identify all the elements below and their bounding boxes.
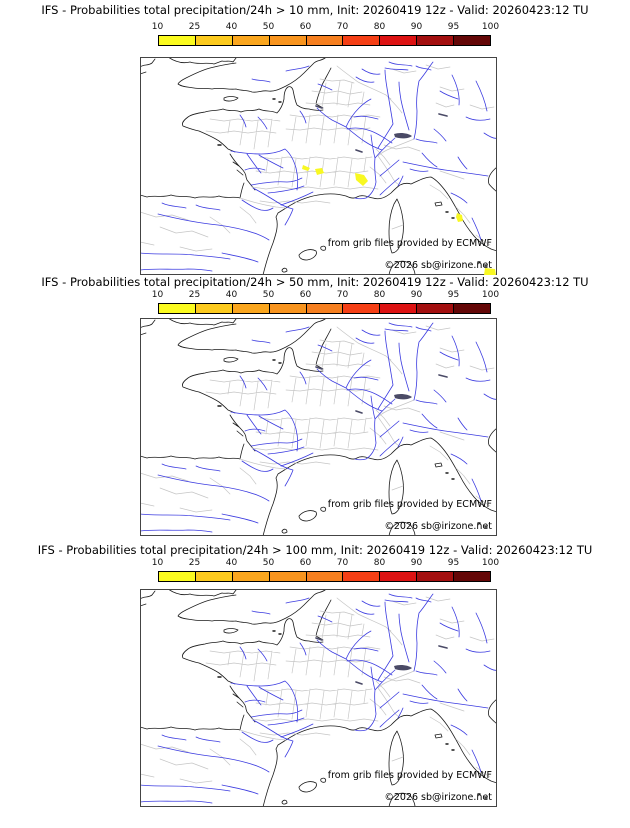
colorbar-segment-40-50 — [232, 572, 270, 581]
colorbar-segment-60-70 — [306, 304, 344, 313]
copyright-attribution: ©2026 sb@irizone.net — [384, 260, 492, 271]
colorbar-segment-80-90 — [380, 36, 418, 45]
colorbar-segment-90-95 — [417, 304, 455, 313]
colorbar-segment-10-25 — [159, 304, 196, 313]
colorbar-tick-70: 70 — [336, 290, 349, 300]
colorbar-tick-80: 80 — [373, 558, 386, 568]
colorbar-segment-95-100 — [454, 36, 491, 45]
panel-1-title: IFS - Probabilities total precipitation/… — [41, 3, 589, 17]
colorbar-segment-90-95 — [417, 36, 455, 45]
colorbar-segment-40-50 — [232, 304, 270, 313]
colorbar-tick-50: 50 — [262, 558, 275, 568]
colorbar-tick-90: 90 — [410, 290, 423, 300]
colorbar-segment-70-80 — [343, 304, 381, 313]
copyright-attribution: ©2026 sb@irizone.net — [384, 521, 492, 532]
colorbar-tick-60: 60 — [299, 22, 312, 32]
panel-2-map: from grib files provided by ECMWF ©2026 … — [140, 318, 497, 536]
colorbar-tick-40: 40 — [225, 22, 238, 32]
panel-3-map: from grib files provided by ECMWF ©2026 … — [140, 589, 497, 807]
colorbar-segment-25-40 — [195, 36, 233, 45]
colorbar-tick-100: 100 — [481, 22, 500, 32]
ecmwf-attribution: from grib files provided by ECMWF — [328, 238, 492, 249]
colorbar-segment-70-80 — [343, 36, 381, 45]
colorbar-segment-70-80 — [343, 572, 381, 581]
colorbar-tick-95: 95 — [447, 558, 460, 568]
probability-patches-10mm — [302, 165, 496, 275]
colorbar-tick-100: 100 — [481, 290, 500, 300]
panel-3-colorbar-ticks: 10 25 40 50 60 70 80 90 95 100 — [139, 557, 509, 569]
colorbar-segment-50-60 — [269, 572, 307, 581]
ecmwf-attribution: from grib files provided by ECMWF — [328, 499, 492, 510]
colorbar-tick-50: 50 — [262, 22, 275, 32]
panel-2-title: IFS - Probabilities total precipitation/… — [41, 275, 589, 289]
colorbar-segment-95-100 — [454, 304, 491, 313]
colorbar-tick-40: 40 — [225, 558, 238, 568]
colorbar-tick-40: 40 — [225, 290, 238, 300]
colorbar-tick-50: 50 — [262, 290, 275, 300]
colorbar-segment-60-70 — [306, 36, 344, 45]
colorbar-segment-10-25 — [159, 572, 196, 581]
colorbar-tick-60: 60 — [299, 290, 312, 300]
colorbar-segment-50-60 — [269, 36, 307, 45]
panel-1-colorbar-ticks: 10 25 40 50 60 70 80 90 95 100 — [139, 21, 509, 33]
panel-2-colorbar-ticks: 10 25 40 50 60 70 80 90 95 100 — [139, 289, 509, 301]
colorbar-tick-70: 70 — [336, 22, 349, 32]
colorbar-segment-95-100 — [454, 572, 491, 581]
colorbar-tick-10: 10 — [151, 290, 164, 300]
panel-1-map: from grib files provided by ECMWF ©2026 … — [140, 57, 497, 275]
colorbar-segment-50-60 — [269, 304, 307, 313]
colorbar-tick-10: 10 — [151, 22, 164, 32]
colorbar-segment-40-50 — [232, 36, 270, 45]
colorbar-segment-80-90 — [380, 304, 418, 313]
colorbar-tick-100: 100 — [481, 558, 500, 568]
ecmwf-attribution: from grib files provided by ECMWF — [328, 770, 492, 781]
panel-1-colorbar — [158, 35, 491, 46]
copyright-attribution: ©2026 sb@irizone.net — [384, 792, 492, 803]
colorbar-tick-70: 70 — [336, 558, 349, 568]
colorbar-segment-25-40 — [195, 304, 233, 313]
colorbar-tick-90: 90 — [410, 22, 423, 32]
colorbar-segment-10-25 — [159, 36, 196, 45]
colorbar-tick-25: 25 — [188, 290, 201, 300]
colorbar-segment-25-40 — [195, 572, 233, 581]
colorbar-tick-25: 25 — [188, 22, 201, 32]
panel-3-title: IFS - Probabilities total precipitation/… — [37, 543, 593, 557]
colorbar-segment-60-70 — [306, 572, 344, 581]
colorbar-tick-95: 95 — [447, 290, 460, 300]
colorbar-tick-60: 60 — [299, 558, 312, 568]
colorbar-segment-80-90 — [380, 572, 418, 581]
colorbar-tick-25: 25 — [188, 558, 201, 568]
colorbar-tick-80: 80 — [373, 22, 386, 32]
colorbar-segment-90-95 — [417, 572, 455, 581]
colorbar-tick-10: 10 — [151, 558, 164, 568]
panel-2-colorbar — [158, 303, 491, 314]
colorbar-tick-95: 95 — [447, 22, 460, 32]
panel-3-colorbar — [158, 571, 491, 582]
colorbar-tick-90: 90 — [410, 558, 423, 568]
colorbar-tick-80: 80 — [373, 290, 386, 300]
